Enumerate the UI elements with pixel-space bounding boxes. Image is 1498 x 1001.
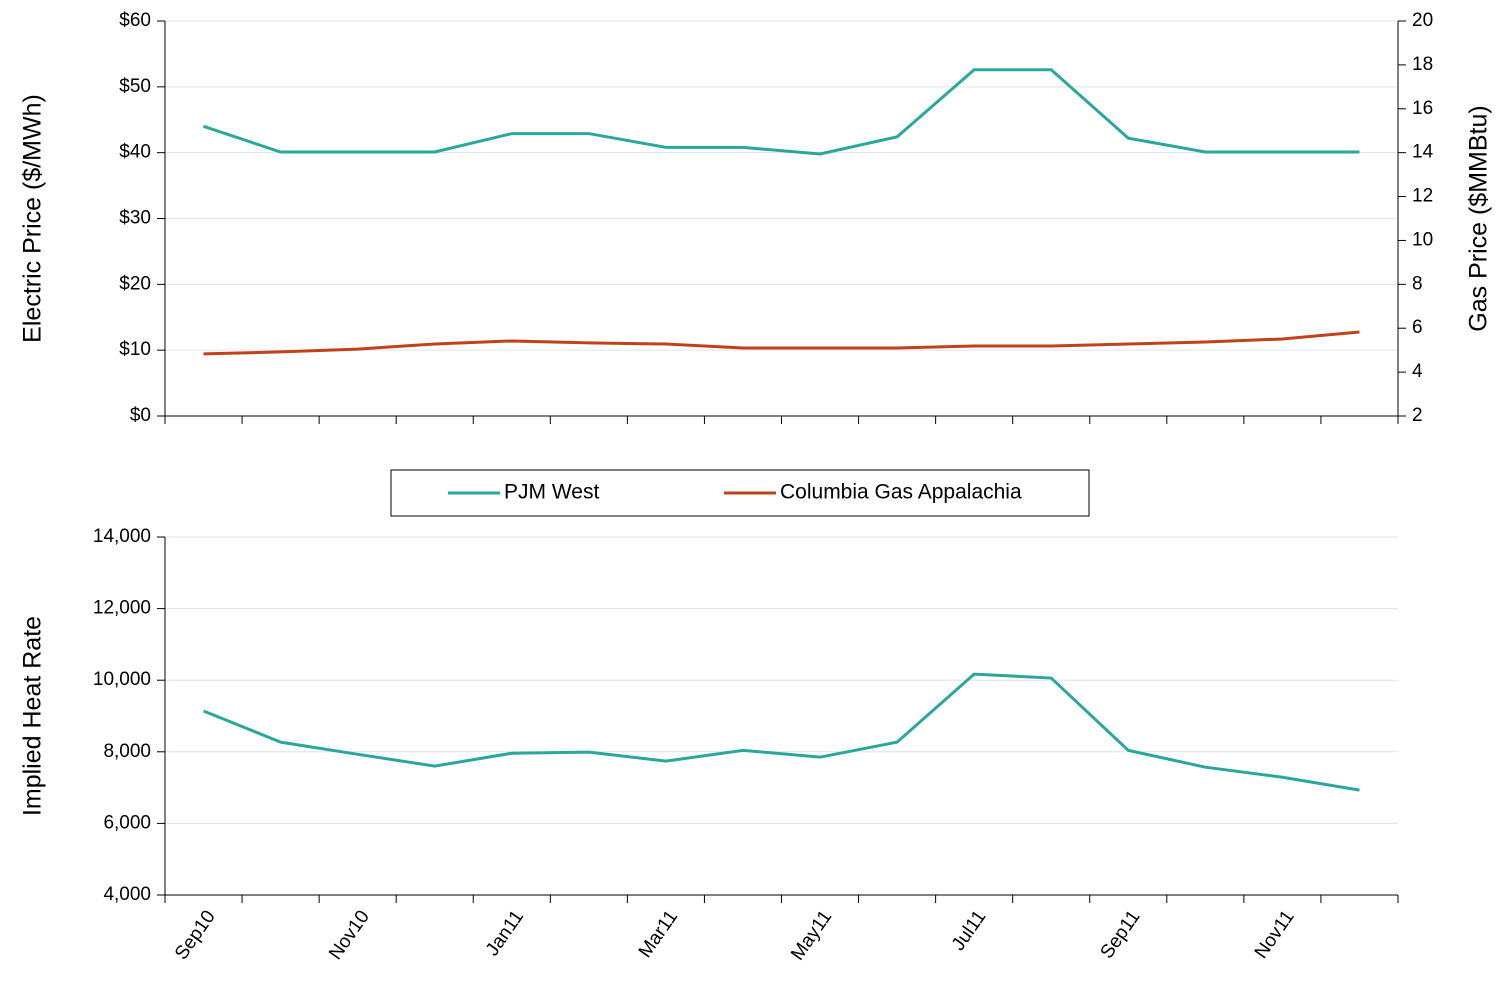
legend-label: Columbia Gas Appalachia bbox=[780, 481, 1022, 504]
y-tick-label: $0 bbox=[130, 405, 151, 426]
y2-tick-label: 2 bbox=[1412, 405, 1423, 426]
legend-label: PJM West bbox=[504, 481, 599, 504]
y-tick-label: 12,000 bbox=[93, 598, 151, 619]
x-tick-label: Nov10 bbox=[325, 907, 374, 964]
y2-tick-label: 16 bbox=[1412, 98, 1433, 119]
y-tick-label: $20 bbox=[119, 273, 151, 294]
y2-tick-label: 4 bbox=[1412, 361, 1423, 382]
series-line bbox=[203, 330, 1360, 356]
x-tick-label: Mar11 bbox=[635, 907, 682, 962]
y-tick-label: $50 bbox=[119, 76, 151, 97]
x-tick-label: Jan11 bbox=[482, 907, 528, 960]
y-tick-label: $40 bbox=[119, 142, 151, 163]
y2-tick-label: 10 bbox=[1412, 229, 1433, 250]
y-tick-label: $10 bbox=[119, 339, 151, 360]
x-tick-label: Sep10 bbox=[171, 907, 220, 964]
x-tick-label: Sep11 bbox=[1097, 907, 1145, 963]
y2-tick-label: 8 bbox=[1412, 273, 1423, 294]
y-tick-label: 6,000 bbox=[103, 812, 151, 833]
y2-tick-label: 6 bbox=[1412, 317, 1423, 338]
y-axis-title: Implied Heat Rate bbox=[19, 616, 47, 816]
y2-tick-label: 20 bbox=[1412, 10, 1433, 31]
x-tick-label: May11 bbox=[787, 907, 836, 965]
y2-axis-title: Gas Price ($MMBtu) bbox=[1465, 105, 1493, 331]
y-tick-label: $60 bbox=[119, 10, 151, 31]
series-line bbox=[202, 672, 1360, 792]
x-tick-label: Jul11 bbox=[948, 907, 990, 955]
y-tick-label: 8,000 bbox=[103, 741, 151, 762]
y2-tick-label: 12 bbox=[1412, 186, 1433, 207]
series-line bbox=[203, 68, 1360, 156]
y-tick-label: $30 bbox=[119, 208, 151, 229]
y-tick-label: 10,000 bbox=[93, 669, 151, 690]
y2-tick-label: 18 bbox=[1412, 54, 1433, 75]
x-tick-label: Nov11 bbox=[1251, 907, 1299, 963]
y2-tick-label: 14 bbox=[1412, 142, 1434, 163]
y-axis-title: Electric Price ($/MWh) bbox=[19, 94, 47, 343]
y-tick-label: 4,000 bbox=[103, 884, 151, 905]
y-tick-label: 14,000 bbox=[93, 526, 151, 547]
